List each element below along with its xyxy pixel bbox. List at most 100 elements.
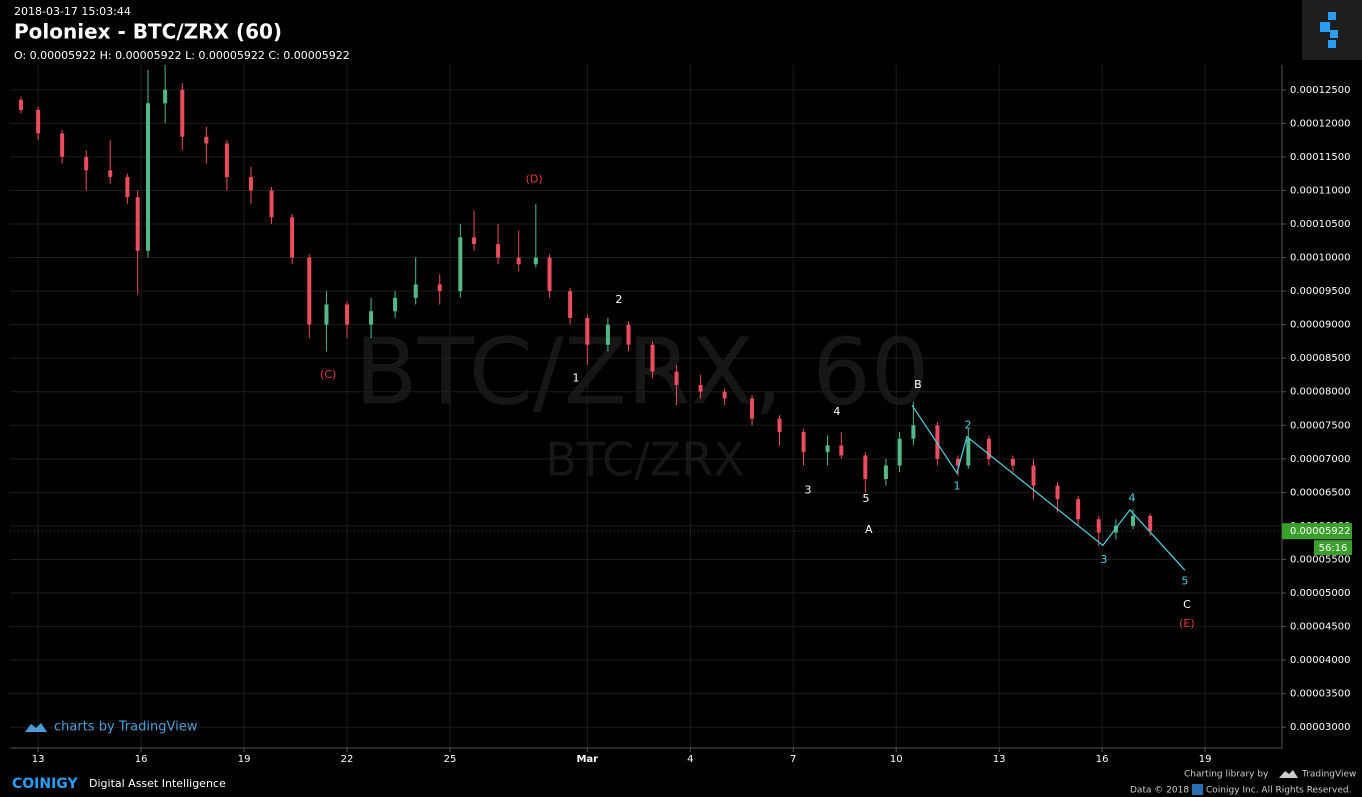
candle-body bbox=[698, 385, 703, 392]
candle-body bbox=[883, 465, 888, 479]
x-tick-label: 13 bbox=[993, 754, 1006, 765]
wave-label: B bbox=[914, 378, 922, 391]
timestamp: 2018-03-17 15:03:44 bbox=[14, 5, 131, 18]
candle-body bbox=[750, 398, 755, 419]
candle-body bbox=[1031, 465, 1036, 486]
y-tick-label: 0.00010000 bbox=[1290, 253, 1350, 264]
candle-body bbox=[722, 391, 727, 399]
x-tick-label: 10 bbox=[890, 754, 903, 765]
candle-body bbox=[437, 284, 442, 292]
candle-body bbox=[36, 109, 41, 134]
candle-body bbox=[60, 133, 65, 157]
x-tick-label: 13 bbox=[32, 754, 45, 765]
candle-body bbox=[458, 237, 463, 292]
ohlc-line: O: 0.00005922 H: 0.00005922 L: 0.0000592… bbox=[14, 49, 350, 62]
wave-label: 5 bbox=[1181, 575, 1188, 588]
y-tick-label: 0.00012500 bbox=[1290, 85, 1350, 96]
candle-body bbox=[307, 257, 312, 325]
wave-line bbox=[911, 404, 1186, 571]
wave-label: (E) bbox=[1179, 617, 1195, 630]
candle-body bbox=[125, 177, 130, 198]
tagline: Digital Asset Intelligence bbox=[89, 777, 226, 790]
candle-body bbox=[1131, 515, 1136, 526]
candle-body bbox=[180, 89, 185, 137]
candle-body bbox=[986, 438, 991, 459]
candle-body bbox=[966, 438, 971, 466]
candle-body bbox=[290, 217, 295, 258]
x-tick-label: 4 bbox=[687, 754, 693, 765]
candle-body bbox=[568, 291, 573, 318]
wave-label: A bbox=[865, 523, 873, 536]
y-tick-label: 0.00008000 bbox=[1290, 387, 1350, 398]
candle-body bbox=[84, 156, 89, 171]
tradingview-icon bbox=[25, 723, 47, 732]
wave-label: 5 bbox=[863, 492, 870, 505]
title: Poloniex - BTC/ZRX (60) bbox=[14, 20, 282, 44]
watermark: BTC/ZRX, 60 bbox=[355, 318, 930, 425]
wave-label: 2 bbox=[964, 418, 971, 431]
candle-body bbox=[1148, 515, 1153, 532]
library-icon bbox=[1279, 770, 1298, 778]
candle-body bbox=[777, 418, 782, 432]
tradingview-link[interactable]: charts by TradingView bbox=[54, 720, 198, 735]
candle-body bbox=[1010, 458, 1015, 466]
candle-body bbox=[955, 458, 960, 466]
x-tick-label: 22 bbox=[341, 754, 354, 765]
candle-body bbox=[393, 297, 398, 312]
x-tick-label: 19 bbox=[238, 754, 251, 765]
wave-label: 1 bbox=[953, 479, 960, 492]
candle-body bbox=[674, 371, 679, 386]
y-tick-label: 0.00003500 bbox=[1290, 689, 1350, 700]
y-tick-label: 0.00005000 bbox=[1290, 588, 1350, 599]
candle-body bbox=[145, 103, 150, 251]
countdown-box bbox=[1314, 540, 1352, 556]
countdown: 56:16 bbox=[1319, 543, 1348, 554]
candle-body bbox=[1055, 485, 1060, 500]
candle-body bbox=[324, 304, 329, 325]
data-credit: Data © 2018 bbox=[1130, 786, 1189, 796]
candle-body bbox=[345, 304, 350, 325]
y-tick-label: 0.00009500 bbox=[1290, 286, 1350, 297]
candle-body bbox=[204, 136, 209, 144]
y-tick-label: 0.00007000 bbox=[1290, 454, 1350, 465]
x-tick-label: 16 bbox=[135, 754, 148, 765]
candle-body bbox=[605, 324, 610, 345]
rights: Coinigy Inc. All Rights Reserved. bbox=[1206, 786, 1351, 796]
x-tick-label: 16 bbox=[1096, 754, 1109, 765]
y-tick-label: 0.00005500 bbox=[1290, 554, 1350, 565]
candle-body bbox=[533, 257, 538, 265]
candle-body bbox=[1096, 519, 1101, 533]
last-price-box bbox=[1282, 523, 1352, 540]
y-tick-label: 0.00004500 bbox=[1290, 622, 1350, 633]
wave-label: C bbox=[1183, 598, 1191, 611]
last-price-label: 0.00005922 bbox=[1290, 526, 1350, 537]
logo-icon bbox=[1320, 12, 1338, 48]
x-tick-label: 7 bbox=[790, 754, 796, 765]
wave-label: 3 bbox=[1100, 553, 1107, 566]
candle-body bbox=[413, 284, 418, 298]
candle-body bbox=[135, 197, 140, 251]
y-tick-label: 0.00011500 bbox=[1290, 152, 1350, 163]
wave-label: 4 bbox=[833, 405, 840, 418]
candle-body bbox=[516, 257, 521, 265]
candle-body bbox=[224, 143, 229, 178]
candle-body bbox=[585, 317, 590, 345]
candle-body bbox=[801, 431, 806, 453]
x-tick-label: Mar bbox=[576, 754, 598, 765]
candle-body bbox=[911, 425, 916, 439]
coinigy-logo: COINIGY bbox=[12, 776, 78, 792]
wave-label: 2 bbox=[615, 293, 622, 306]
candle-body bbox=[1113, 525, 1118, 533]
coinigy-mini-logo bbox=[1192, 784, 1203, 795]
candle-body bbox=[839, 445, 844, 456]
y-tick-label: 0.00011000 bbox=[1290, 185, 1350, 196]
wave-label: 3 bbox=[805, 483, 812, 496]
x-tick-label: 25 bbox=[444, 754, 457, 765]
y-tick-label: 0.00012000 bbox=[1290, 118, 1350, 129]
candle-body bbox=[248, 177, 253, 191]
candle-body bbox=[825, 445, 830, 453]
y-tick-label: 0.00006500 bbox=[1290, 487, 1350, 498]
candle-body bbox=[496, 244, 501, 258]
